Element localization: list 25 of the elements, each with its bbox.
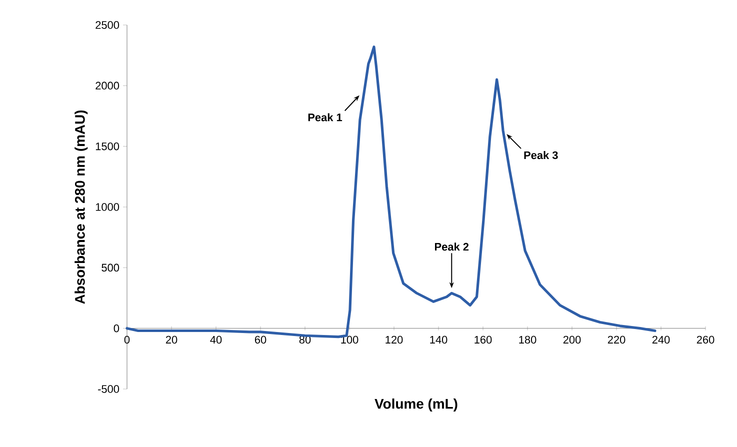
x-tick-label: 220: [608, 336, 626, 344]
y-axis-title: Absorbance at 280 nm (mAU): [74, 110, 88, 304]
y-tick-label: 1000: [96, 203, 120, 211]
y-tick-label: 1500: [96, 142, 120, 150]
x-tick-label: 20: [166, 336, 178, 344]
x-tick-label: 120: [386, 336, 403, 344]
x-axis-title: Volume (mL): [374, 398, 458, 412]
y-tick-label: 2000: [96, 82, 120, 90]
x-tick-label: 180: [519, 336, 536, 344]
x-tick-label: 160: [474, 336, 492, 344]
y-tick-label: 0: [114, 324, 120, 332]
annotation: Peak 1: [308, 113, 342, 122]
y-tick-label: 2500: [96, 21, 120, 29]
annotation: Peak 3: [524, 151, 558, 160]
x-tick-label: 60: [254, 336, 266, 344]
x-tick-label: 40: [210, 336, 222, 344]
y-tick-label: 500: [102, 264, 120, 272]
x-tick-label: 200: [563, 336, 581, 344]
x-tick-label: 100: [341, 336, 358, 344]
x-tick-label: 0: [124, 336, 130, 344]
y-tick-label: -500: [98, 385, 120, 393]
annotation: Peak 2: [435, 242, 469, 251]
x-tick-label: 240: [652, 336, 670, 344]
x-tick-label: 260: [696, 336, 714, 344]
x-tick-label: 140: [430, 336, 448, 344]
